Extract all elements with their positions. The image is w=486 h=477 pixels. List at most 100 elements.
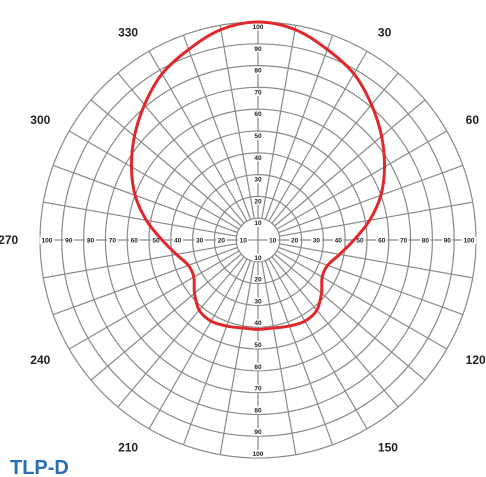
radial-tick-label-40: 40 xyxy=(254,155,262,162)
radial-label-bg xyxy=(252,362,264,371)
radial-label-bg xyxy=(252,428,264,436)
grid-spoke-100 xyxy=(279,243,473,279)
radial-label-bg xyxy=(172,236,183,244)
grid-spoke-50 xyxy=(274,99,426,227)
radial-label-bg xyxy=(252,341,264,349)
grid-spoke-30 xyxy=(268,50,368,222)
grid-spoke-280 xyxy=(43,201,237,237)
grid-spoke-340 xyxy=(182,34,252,220)
radial-tick-label-30: 30 xyxy=(254,177,262,184)
angle-tick-label-300: 300 xyxy=(30,113,50,127)
radial-tick-label-10: 10 xyxy=(240,238,248,245)
radial-tick-label-40: 40 xyxy=(335,238,343,245)
radial-tick-label-20: 20 xyxy=(291,238,299,245)
grid-spoke-80 xyxy=(279,201,473,237)
radial-label-bg xyxy=(252,275,264,284)
grid-spoke-150 xyxy=(268,258,368,430)
angle-tick-label-150: 150 xyxy=(378,441,398,455)
radial-label-bg xyxy=(252,66,264,75)
angle-tick-label-330: 330 xyxy=(118,25,138,39)
radial-label-bg xyxy=(252,153,264,162)
grid-spoke-40 xyxy=(271,72,399,224)
grid-spoke-130 xyxy=(274,253,426,381)
radial-label-bg xyxy=(252,44,264,53)
radial-label-bg xyxy=(238,236,249,244)
radial-tick-label-90: 90 xyxy=(254,46,262,53)
radial-label-bg xyxy=(216,236,227,244)
radial-tick-label-80: 80 xyxy=(422,238,430,245)
radial-label-bg xyxy=(252,297,264,305)
radial-tick-label-70: 70 xyxy=(254,89,262,96)
radial-label-bg xyxy=(252,132,264,140)
radial-label-bg xyxy=(129,236,140,244)
radial-label-bg xyxy=(252,219,264,227)
radial-label-bg xyxy=(289,236,300,244)
grid-spoke-290 xyxy=(52,164,238,234)
grid-spoke-10 xyxy=(261,25,297,219)
angle-tick-label-240: 240 xyxy=(30,353,50,367)
radial-label-bg xyxy=(252,406,264,414)
radial-tick-label-100: 100 xyxy=(42,238,53,245)
radial-label-bg xyxy=(63,236,74,244)
radial-label-bg xyxy=(252,319,264,327)
radial-tick-label-40: 40 xyxy=(174,238,182,245)
radial-tick-label-10: 10 xyxy=(254,220,262,227)
angle-tick-label-60: 60 xyxy=(466,113,480,127)
grid-spoke-310 xyxy=(90,99,242,227)
radial-tick-label-100: 100 xyxy=(253,451,264,458)
radial-label-bg xyxy=(252,197,264,205)
grid-spoke-350 xyxy=(219,25,255,219)
radial-tick-label-50: 50 xyxy=(152,238,160,245)
radial-tick-label-10: 10 xyxy=(269,238,277,245)
radial-label-bg xyxy=(354,236,366,244)
grid-spoke-140 xyxy=(271,256,399,408)
radial-tick-label-100: 100 xyxy=(464,238,475,245)
radial-label-bg xyxy=(252,175,264,184)
radial-label-bg xyxy=(442,236,453,244)
radial-label-bg xyxy=(376,236,387,244)
grid-spoke-160 xyxy=(264,260,334,446)
radial-tick-label-70: 70 xyxy=(109,238,117,245)
radial-tick-label-80: 80 xyxy=(254,407,262,414)
grid-spoke-260 xyxy=(43,243,237,279)
grid-spoke-70 xyxy=(278,164,464,234)
radial-label-bg xyxy=(461,236,477,244)
angle-tick-label-0: 0 xyxy=(255,0,262,3)
radial-tick-label-90: 90 xyxy=(254,429,262,436)
radial-label-bg xyxy=(252,88,264,96)
angle-tick-label-270: 270 xyxy=(0,233,19,247)
radial-tick-label-20: 20 xyxy=(254,277,262,284)
radial-tick-label-90: 90 xyxy=(65,238,73,245)
grid-spoke-110 xyxy=(278,246,464,316)
radial-label-bg xyxy=(252,253,264,262)
grid-spoke-300 xyxy=(68,130,240,230)
radial-tick-label-10: 10 xyxy=(254,255,262,262)
radial-label-bg xyxy=(85,236,96,244)
radial-tick-label-50: 50 xyxy=(254,133,262,140)
radial-label-bg xyxy=(250,23,266,31)
grid-spoke-330 xyxy=(148,50,248,222)
grid-spoke-220 xyxy=(117,256,245,408)
grid-spoke-240 xyxy=(68,250,240,350)
radial-tick-label-30: 30 xyxy=(196,238,204,245)
radial-label-bg xyxy=(333,236,344,244)
radial-tick-label-70: 70 xyxy=(254,386,262,393)
chart-title: TLP-D xyxy=(10,457,69,477)
grid-spoke-60 xyxy=(276,130,448,230)
radial-label-bg xyxy=(252,110,264,118)
radial-tick-label-30: 30 xyxy=(254,298,262,305)
radial-tick-label-50: 50 xyxy=(254,342,262,349)
radial-tick-label-50: 50 xyxy=(356,238,364,245)
grid-spoke-250 xyxy=(52,246,238,316)
grid-spoke-20 xyxy=(264,34,334,220)
radial-tick-label-60: 60 xyxy=(378,238,386,245)
radial-tick-label-80: 80 xyxy=(254,68,262,75)
radial-tick-label-30: 30 xyxy=(313,238,321,245)
radial-tick-label-20: 20 xyxy=(254,198,262,205)
radial-tick-label-60: 60 xyxy=(131,238,139,245)
grid-spoke-120 xyxy=(276,250,448,350)
radial-label-bg xyxy=(107,236,118,244)
radial-tick-label-40: 40 xyxy=(254,320,262,327)
radial-label-bg xyxy=(398,236,409,244)
